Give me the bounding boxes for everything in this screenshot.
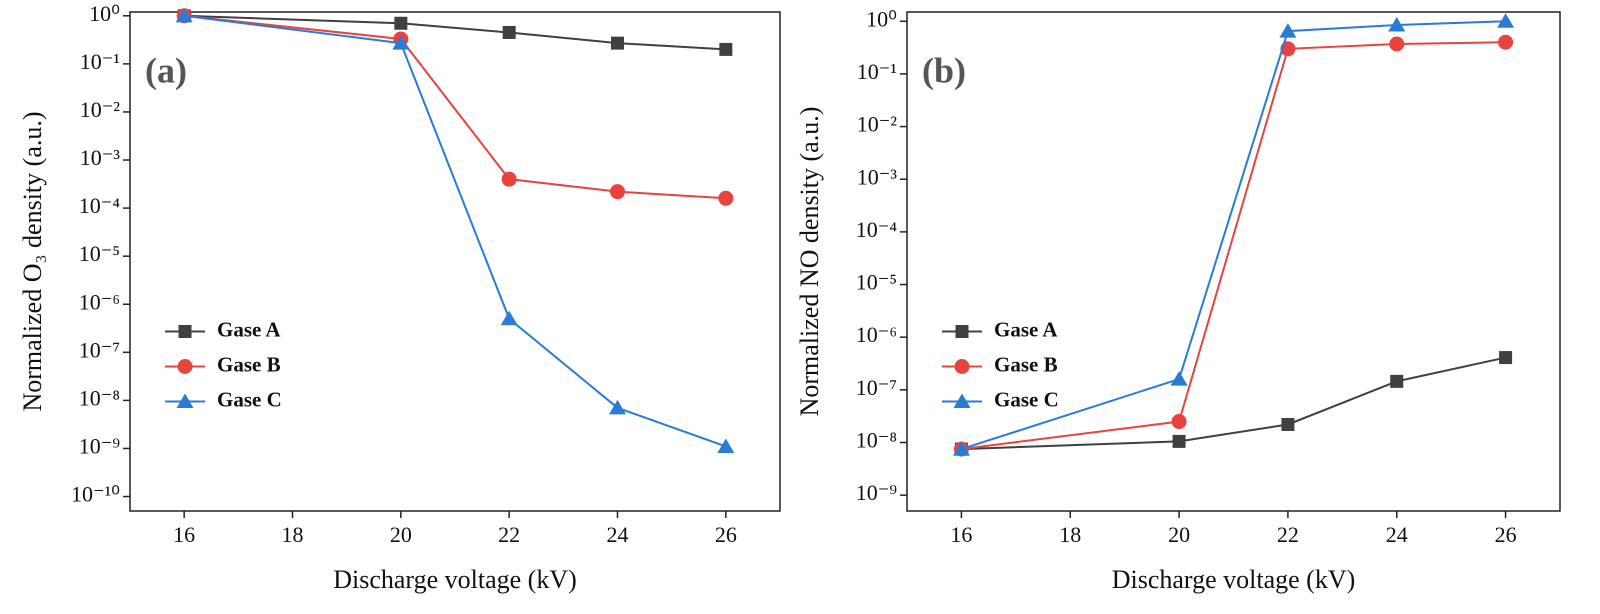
y-tick-label: 10⁻¹	[857, 59, 897, 84]
marker	[953, 393, 971, 408]
y-tick-label: 10⁻⁸	[79, 385, 120, 410]
marker	[1170, 371, 1188, 386]
marker	[1388, 16, 1406, 32]
marker	[1389, 36, 1405, 52]
marker	[175, 7, 193, 23]
x-axis-label: Discharge voltage (kV)	[1112, 565, 1356, 594]
x-tick-label: 24	[1386, 522, 1408, 547]
y-tick-label: 10⁻⁹	[856, 480, 898, 505]
marker	[1498, 34, 1514, 50]
series-line	[184, 14, 726, 51]
y-tick-label: 10⁻³	[80, 145, 121, 170]
x-tick-label: 16	[173, 522, 195, 547]
y-tick-label: 10⁻³	[857, 164, 898, 189]
legend-label: Gase C	[994, 387, 1059, 411]
series-line	[184, 14, 727, 448]
y-tick-label: 10⁻⁷	[79, 337, 120, 362]
y-tick-label: 10⁻⁷	[856, 375, 897, 400]
marker	[501, 171, 517, 187]
y-tick-label: 10⁻⁴	[79, 193, 121, 218]
y-axis-label: Normalized O₃ density (a.u.)	[18, 111, 47, 411]
marker	[611, 36, 624, 50]
legend-label: Gase A	[994, 317, 1058, 341]
marker	[610, 184, 625, 200]
marker	[955, 325, 969, 338]
marker	[1172, 434, 1186, 448]
y-tick-label: 10⁻⁸	[856, 428, 897, 453]
marker	[176, 393, 194, 408]
panel-label: (a)	[145, 50, 187, 90]
plot-frame	[129, 11, 781, 512]
y-tick-label: 10⁻⁵	[856, 270, 897, 295]
marker	[1499, 351, 1513, 365]
x-tick-label: 16	[950, 522, 972, 547]
y-tick-label: 10⁻⁴	[856, 217, 898, 242]
y-tick-label: 10⁻²	[857, 112, 898, 137]
marker	[500, 310, 518, 326]
marker	[952, 441, 970, 456]
x-tick-label: 22	[498, 522, 520, 547]
x-tick-label: 26	[715, 522, 737, 547]
marker	[394, 16, 408, 30]
series-line	[184, 14, 726, 200]
x-axis-label: Discharge voltage (kV)	[333, 565, 577, 594]
marker	[609, 399, 626, 415]
y-tick-label: 10⁻¹	[80, 49, 120, 74]
marker	[1497, 13, 1515, 28]
y-tick-label: 10⁰	[89, 1, 120, 26]
x-tick-label: 18	[282, 522, 304, 547]
legend-label: Gase B	[217, 352, 281, 376]
marker	[502, 25, 516, 39]
marker	[1279, 23, 1297, 38]
y-tick-label: 10⁰	[866, 6, 897, 31]
marker	[1171, 414, 1187, 430]
x-tick-label: 18	[1059, 522, 1081, 547]
legend-label: Gase C	[217, 387, 282, 411]
panel-label: (b)	[922, 50, 966, 90]
x-tick-label: 26	[1495, 522, 1517, 547]
y-tick-label: 10⁻²	[80, 97, 121, 122]
marker	[719, 42, 733, 56]
legend-label: Gase B	[994, 352, 1058, 376]
x-tick-label: 20	[390, 522, 412, 547]
x-tick-label: 24	[607, 522, 629, 547]
legend-label: Gase A	[217, 317, 281, 341]
plot-frame	[906, 11, 1561, 512]
marker	[177, 359, 193, 374]
y-tick-label: 10⁻⁹	[79, 434, 121, 459]
marker	[392, 35, 410, 50]
y-tick-label: 10⁻¹⁰	[71, 482, 120, 507]
y-axis-label: Normalized NO density (a.u.)	[795, 107, 824, 417]
marker	[717, 438, 735, 453]
marker	[1281, 417, 1295, 431]
y-tick-label: 10⁻⁶	[79, 289, 120, 314]
x-tick-label: 22	[1277, 522, 1299, 547]
marker	[1390, 374, 1404, 388]
y-tick-label: 10⁻⁵	[79, 241, 120, 266]
marker	[718, 190, 734, 206]
marker	[178, 325, 192, 338]
y-tick-label: 10⁻⁶	[856, 322, 897, 347]
marker	[954, 359, 970, 374]
x-tick-label: 20	[1168, 522, 1190, 547]
chart-panel: 16 18 20 22 24 26 10⁻¹⁰ 10⁻⁹ 10⁻⁸ 10⁻⁷ 10⁻⁶ 10⁻⁵ 10⁻…	[18, 1, 781, 594]
chart-panel: 16 18 20 22 24 26 10⁻⁹ 10⁻⁸ 10⁻⁷ 10⁻⁶ 10⁻⁵ 10⁻⁴ 10⁻³…	[795, 6, 1561, 594]
